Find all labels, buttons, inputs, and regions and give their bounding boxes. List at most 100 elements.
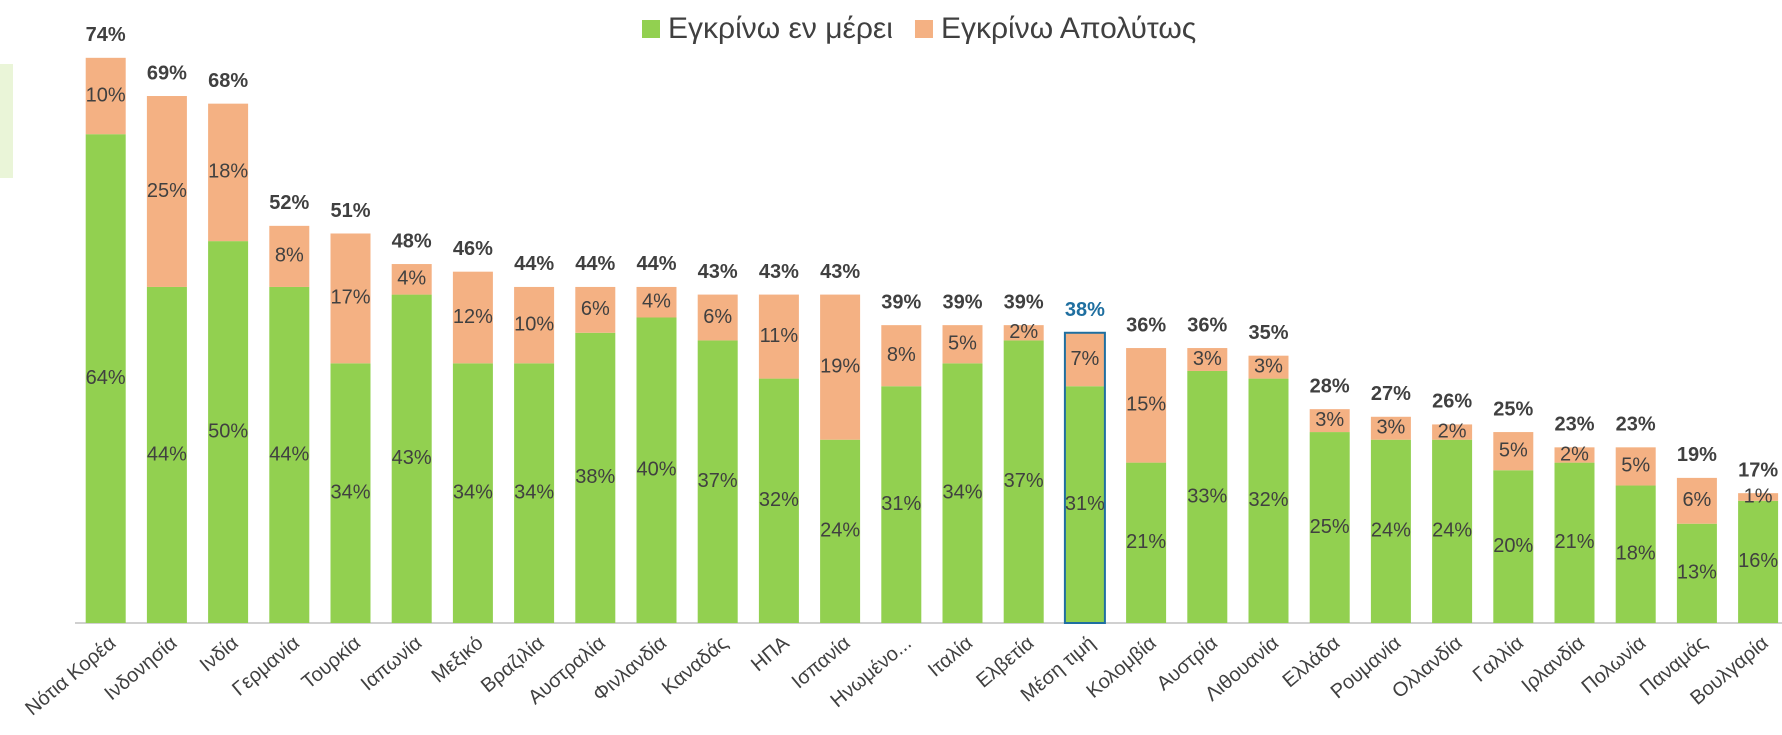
data-label: 15% — [1126, 394, 1166, 416]
data-label: 6% — [1682, 489, 1711, 511]
data-label: 1% — [1744, 485, 1773, 507]
data-label: 4% — [642, 291, 671, 313]
total-label: 74% — [86, 24, 126, 46]
total-label: 43% — [820, 261, 860, 283]
bar-segment — [1309, 409, 1350, 433]
total-label: 19% — [1677, 444, 1717, 466]
total-label: 36% — [1126, 314, 1166, 336]
data-label: 34% — [942, 481, 982, 503]
data-label: 2% — [1560, 443, 1589, 465]
data-label: 5% — [1499, 439, 1528, 461]
bar-segment — [881, 386, 922, 623]
bar-segment — [1187, 370, 1228, 623]
total-label: 17% — [1738, 459, 1778, 481]
bar-segment — [514, 286, 555, 364]
bar-segment — [636, 286, 677, 318]
bar-segment — [391, 264, 432, 295]
data-label: 21% — [1126, 531, 1166, 553]
bar-segment — [1615, 485, 1656, 623]
x-tick-label: Ιρλανδία — [1518, 632, 1590, 697]
data-label: 40% — [636, 459, 676, 481]
highlight-border — [1063, 331, 1106, 624]
total-label: 48% — [392, 230, 432, 252]
bar-segment — [330, 363, 371, 623]
bar-segment — [942, 363, 983, 623]
data-label: 17% — [330, 287, 370, 309]
bar-segment — [1126, 348, 1167, 463]
bar-segment — [820, 439, 861, 623]
x-tick-label: ΗΠΑ — [747, 632, 794, 676]
x-tick-label: Καναδάς — [658, 632, 733, 700]
total-label: 43% — [759, 261, 799, 283]
data-label: 37% — [698, 470, 738, 492]
x-tick-label: Ινδία — [196, 632, 243, 676]
bar-segment — [636, 317, 677, 623]
data-label: 18% — [1616, 543, 1656, 565]
total-label: 39% — [942, 291, 982, 313]
data-label: 13% — [1677, 562, 1717, 584]
bar-segment — [1676, 523, 1717, 623]
bar-segment — [575, 332, 616, 623]
bar-segment — [452, 363, 493, 623]
total-label: 44% — [514, 253, 554, 275]
data-label: 20% — [1493, 535, 1533, 557]
bar-segment — [1615, 447, 1656, 486]
bar-segment — [1003, 325, 1044, 341]
data-label: 31% — [881, 493, 921, 515]
total-label: 46% — [453, 238, 493, 260]
data-label: 11% — [760, 325, 799, 347]
data-label: 38% — [575, 466, 615, 488]
total-label: 23% — [1554, 414, 1594, 436]
data-label: 3% — [1254, 355, 1283, 377]
data-label: 18% — [208, 161, 248, 183]
data-label: 3% — [1376, 417, 1405, 439]
bar-segment — [1126, 462, 1167, 623]
bar-segment — [208, 103, 249, 242]
data-label: 3% — [1193, 348, 1222, 370]
data-label: 2% — [1009, 321, 1038, 343]
total-label: 27% — [1371, 383, 1411, 405]
data-label: 24% — [1432, 520, 1472, 542]
x-tick-label: Τουρκία — [298, 632, 365, 694]
bar-segment — [820, 294, 861, 440]
data-label: 2% — [1438, 420, 1467, 442]
bar-segment — [1309, 432, 1350, 623]
bar-segment — [1738, 493, 1779, 501]
bar-segment — [269, 225, 310, 287]
bar-segment — [1554, 462, 1595, 623]
bar-segment — [146, 286, 187, 623]
data-label: 6% — [581, 298, 610, 320]
legend-label: Εγκρίνω εν μέρει — [668, 12, 893, 45]
bar-segment — [330, 233, 371, 364]
bar-segment — [1432, 439, 1473, 623]
data-label: 3% — [1315, 409, 1344, 431]
x-tick-label: Ιταλία — [924, 632, 977, 681]
x-tick-label: Γερμανία — [228, 632, 304, 701]
bar-segment — [697, 294, 738, 341]
total-label: 68% — [208, 70, 248, 92]
bar-segment — [269, 286, 310, 623]
bar-segment — [1370, 439, 1411, 623]
bar-segment — [1676, 477, 1717, 524]
data-label: 34% — [453, 481, 493, 503]
data-label: 4% — [397, 268, 426, 290]
total-label: 43% — [698, 261, 738, 283]
x-tick-label: Νότια Κορέα — [21, 632, 120, 720]
data-label: 37% — [1004, 470, 1044, 492]
total-label: 52% — [269, 192, 309, 214]
data-label: 32% — [1248, 489, 1288, 511]
total-label: 69% — [147, 62, 187, 84]
total-label: 44% — [636, 253, 676, 275]
bar-segment — [514, 363, 555, 623]
data-label: 25% — [1310, 516, 1350, 538]
total-label: 26% — [1432, 391, 1472, 413]
bar-segment — [881, 325, 922, 387]
data-label: 50% — [208, 420, 248, 442]
data-label: 5% — [1621, 455, 1650, 477]
data-label: 33% — [1187, 485, 1227, 507]
total-label: 28% — [1310, 375, 1350, 397]
total-label: 25% — [1493, 398, 1533, 420]
bar-segment — [1370, 416, 1411, 440]
x-tick-label: Ιαπωνία — [357, 632, 427, 695]
